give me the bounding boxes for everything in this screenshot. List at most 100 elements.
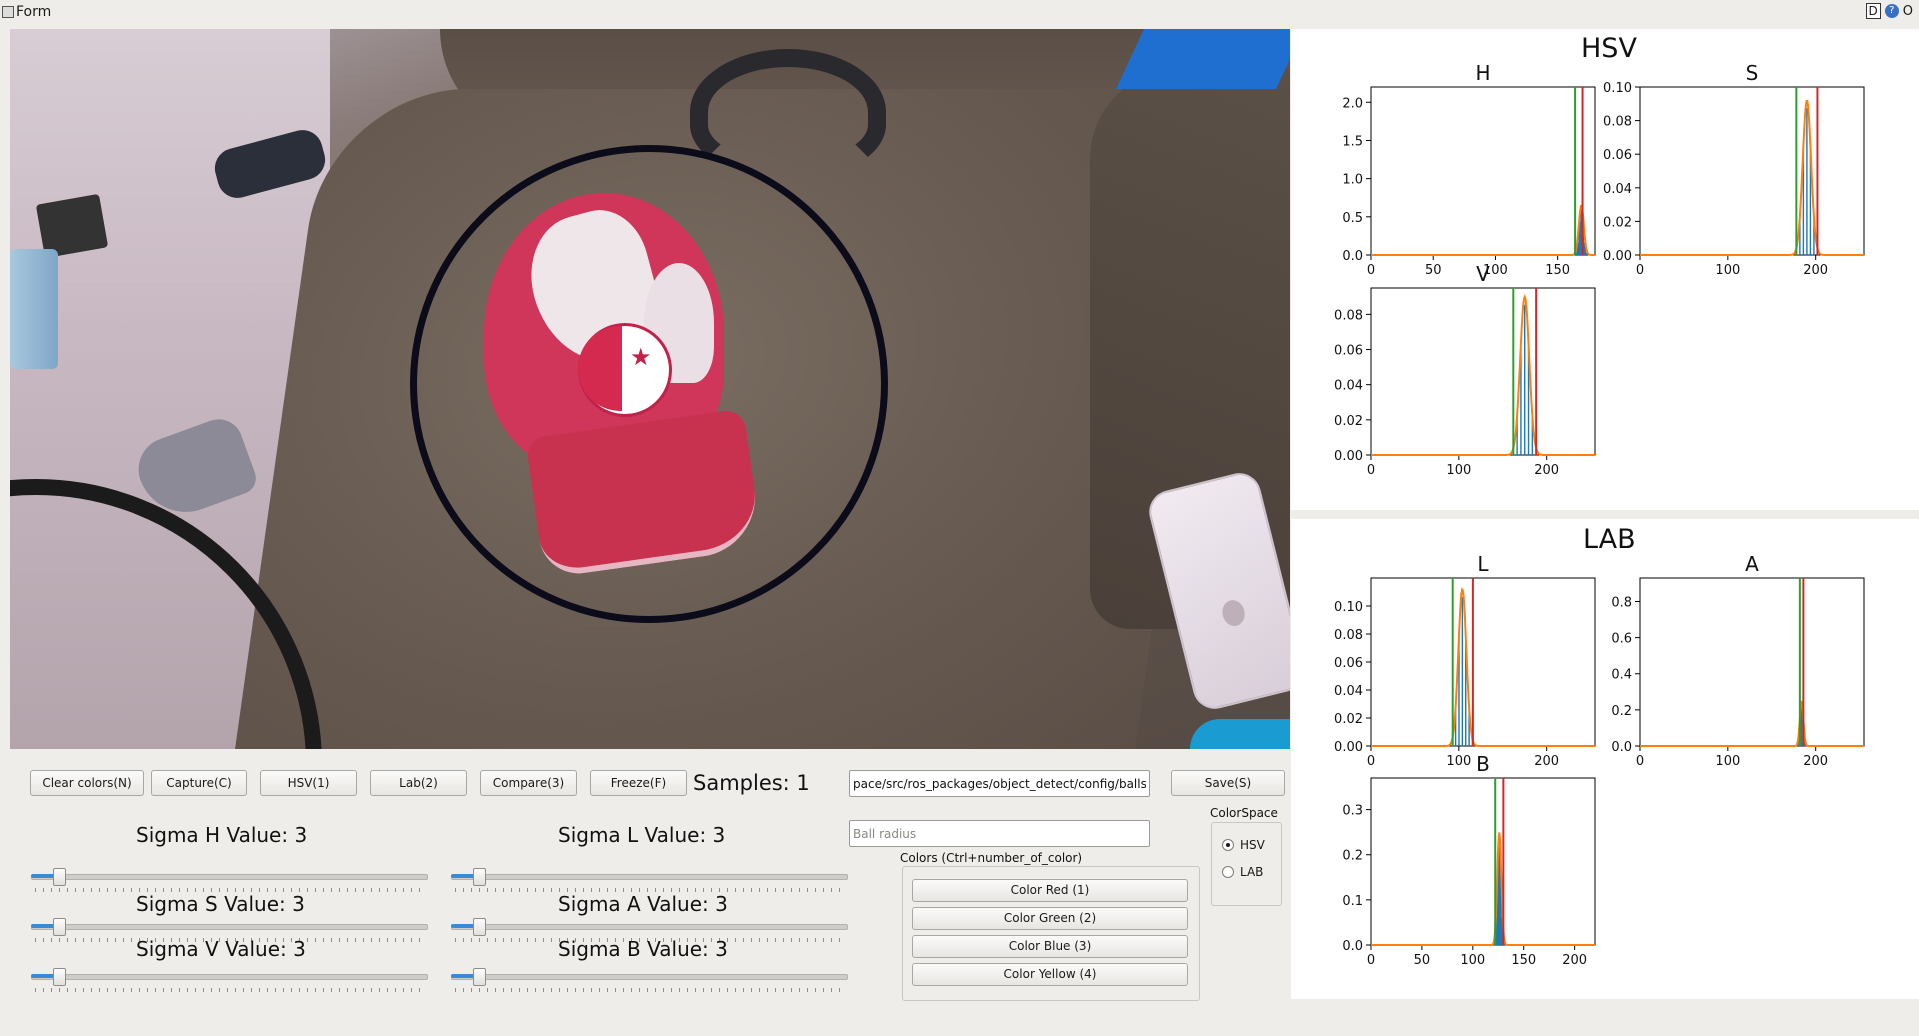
- plot-l-title: L: [1477, 552, 1489, 576]
- plot-s-bar: [1799, 216, 1801, 255]
- plot-s-ytick-label: 0.06: [1603, 148, 1632, 163]
- plot-a-ytick-label: 0.2: [1611, 704, 1632, 719]
- color-blue-button[interactable]: Color Blue (3): [912, 935, 1188, 958]
- lab-button[interactable]: Lab(2): [370, 770, 467, 796]
- color-yellow-button[interactable]: Color Yellow (4): [912, 963, 1188, 986]
- plot-a-ytick-label: 0.8: [1611, 595, 1632, 610]
- plot-a-frame: [1639, 577, 1865, 747]
- help-icon[interactable]: ?: [1884, 4, 1899, 18]
- selection-circle[interactable]: [410, 145, 888, 623]
- radio-lab[interactable]: LAB: [1222, 865, 1263, 879]
- plot-b-bar: [1495, 916, 1498, 945]
- sigma-h-slider[interactable]: [31, 867, 428, 892]
- plot-a-ytick-label: 0.6: [1611, 632, 1632, 647]
- plot-v-ytick-label: 0.08: [1334, 308, 1363, 323]
- compare-button[interactable]: Compare(3): [480, 770, 577, 796]
- clear-colors-button[interactable]: Clear colors(N): [30, 770, 144, 796]
- plot-b-title: B: [1476, 752, 1490, 776]
- plot-h-ytick-label: 0.0: [1342, 249, 1363, 264]
- plot-s-fit-line: [1640, 99, 1864, 256]
- radio-hsv-indicator[interactable]: [1222, 839, 1234, 851]
- plot-h-ytick-label: 2.0: [1342, 96, 1363, 111]
- plot-h-ytick-label: 0.5: [1342, 211, 1363, 226]
- plot-v-bar: [1516, 415, 1518, 455]
- radio-lab-indicator[interactable]: [1222, 866, 1234, 878]
- color-red-button[interactable]: Color Red (1): [912, 879, 1188, 902]
- plot-l-bar: [1465, 639, 1467, 746]
- plot-b-bar: [1498, 837, 1501, 945]
- plot-h-xtick-label: 50: [1425, 263, 1442, 278]
- radio-hsv[interactable]: HSV: [1222, 838, 1265, 852]
- plot-v-title: V: [1476, 262, 1490, 286]
- plot-s-title: S: [1746, 61, 1759, 85]
- plot-l-ytick-label: 0.00: [1334, 740, 1363, 755]
- plot-v-xtick-label: 100: [1446, 463, 1471, 478]
- plot-v-ytick-label: 0.02: [1334, 414, 1363, 429]
- freeze-button[interactable]: Freeze(F): [590, 770, 687, 796]
- d-button[interactable]: D: [1865, 3, 1881, 19]
- plot-v-ytick-label: 0.06: [1334, 344, 1363, 359]
- sigma-l-slider[interactable]: [451, 867, 848, 892]
- hsv-button[interactable]: HSV(1): [260, 770, 357, 796]
- plot-s-ytick-label: 0.08: [1603, 115, 1632, 130]
- plot-v-ytick-label: 0.00: [1334, 449, 1363, 464]
- plot-a-fit-line: [1640, 700, 1864, 747]
- color-green-button[interactable]: Color Green (2): [912, 907, 1188, 930]
- plot-h-ytick-label: 1.0: [1342, 173, 1363, 188]
- blue-cloth-bottom: [1190, 719, 1290, 749]
- window-title: Form: [16, 4, 52, 20]
- plot-h-xtick-label: 0: [1367, 263, 1375, 278]
- plot-h-bar: [1580, 207, 1583, 255]
- plot-v-frame: [1370, 287, 1596, 456]
- plot-v-bar: [1531, 415, 1534, 455]
- plot-s-bar: [1806, 108, 1808, 255]
- sigma-b-handle[interactable]: [473, 968, 486, 986]
- plot-s-xtick-label: 200: [1803, 263, 1828, 278]
- plot-a-xtick-label: 200: [1803, 754, 1828, 769]
- sigma-v-slider[interactable]: [31, 967, 428, 992]
- sigma-l-label: Sigma L Value: 3: [558, 823, 726, 847]
- sigma-a-handle[interactable]: [473, 918, 486, 936]
- sigma-v-handle[interactable]: [53, 968, 66, 986]
- plot-l-ytick-label: 0.02: [1334, 712, 1363, 727]
- capture-button[interactable]: Capture(C): [151, 770, 247, 796]
- plot-b-bar: [1500, 868, 1502, 945]
- plot-h-xtick-label: 150: [1545, 263, 1570, 278]
- sigma-a-label: Sigma A Value: 3: [558, 892, 728, 916]
- ball-radius-input[interactable]: [849, 820, 1150, 847]
- camera-view[interactable]: ★: [10, 29, 1290, 749]
- plot-b-ytick-label: 0.2: [1342, 849, 1363, 864]
- sigma-a-slider[interactable]: [451, 917, 848, 942]
- plot-b-xtick-label: 50: [1414, 953, 1431, 968]
- plot-s-bar: [1802, 149, 1805, 255]
- sigma-l-handle[interactable]: [473, 868, 486, 886]
- plot-b-bar: [1496, 868, 1499, 945]
- plot-b-ytick-label: 0.0: [1342, 939, 1363, 954]
- plot-l-ytick-label: 0.06: [1334, 656, 1363, 671]
- title-buttons: D ? O: [1865, 3, 1913, 19]
- sigma-s-slider[interactable]: [31, 917, 428, 942]
- sigma-h-handle[interactable]: [53, 868, 66, 886]
- title-bar: Form D ? O: [0, 0, 1919, 26]
- plot-h-title: H: [1475, 61, 1490, 85]
- plot-l-ytick-label: 0.10: [1334, 600, 1363, 615]
- hsv-title: HSV: [1581, 33, 1637, 64]
- app-icon: [2, 6, 14, 18]
- sigma-h-label: Sigma H Value: 3: [136, 823, 308, 847]
- plot-h-bar: [1584, 242, 1587, 255]
- plot-l-xtick-label: 100: [1446, 754, 1471, 769]
- config-path-input[interactable]: [849, 770, 1150, 797]
- plot-s-ytick-label: 0.04: [1603, 182, 1632, 197]
- plot-l-bar: [1454, 706, 1457, 746]
- plot-a-xtick-label: 100: [1715, 754, 1740, 769]
- sigma-s-handle[interactable]: [53, 918, 66, 936]
- apple-logo-icon: [1219, 597, 1248, 629]
- save-button[interactable]: Save(S): [1171, 770, 1285, 796]
- sigma-b-slider[interactable]: [451, 967, 848, 992]
- plot-l-ytick-label: 0.08: [1334, 628, 1363, 643]
- colorspace-group-title: ColorSpace: [1210, 806, 1278, 820]
- plot-l-bar: [1468, 706, 1470, 746]
- title-extra[interactable]: O: [1902, 3, 1913, 19]
- plot-v-bar: [1524, 304, 1526, 455]
